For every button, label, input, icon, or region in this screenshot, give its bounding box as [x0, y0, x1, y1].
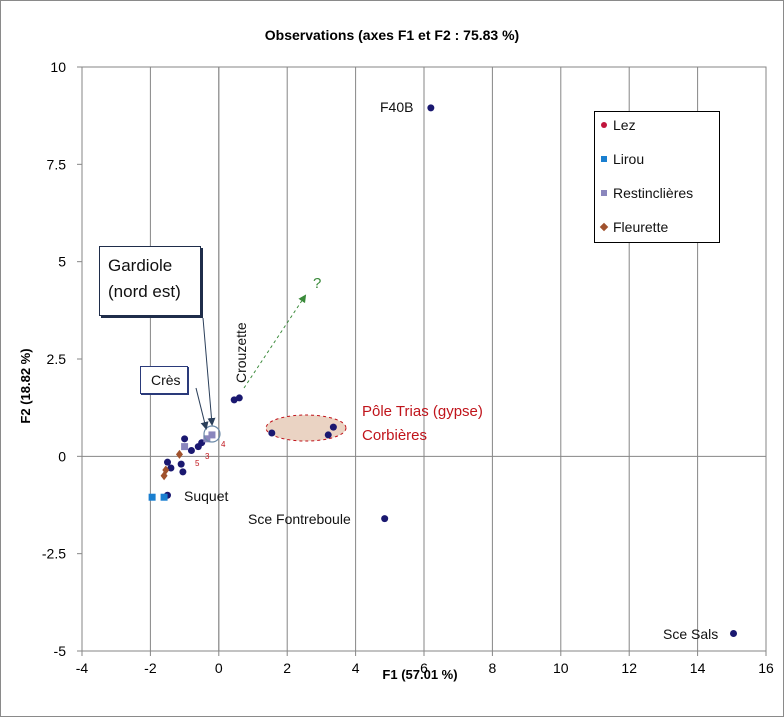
- y-tick-label: 10: [50, 59, 66, 75]
- legend-label: Restinclières: [613, 185, 694, 201]
- gardiole-arrow: [202, 317, 216, 426]
- point-lez: [268, 429, 276, 437]
- x-tick-label: 2: [283, 660, 291, 676]
- y-tick-label: 0: [58, 448, 66, 464]
- point-label-sce-fontreboule: Sce Fontreboule: [248, 511, 351, 527]
- legend-item: Lez: [601, 116, 636, 134]
- point-lez: [177, 460, 185, 468]
- y-tick-label: -2.5: [42, 546, 66, 562]
- point-lez: [179, 468, 187, 476]
- x-tick-label: 0: [215, 660, 223, 676]
- cres-arrow: [195, 387, 209, 430]
- x-axis-label: F1 (57.01 %): [382, 667, 457, 682]
- point-lirou: [160, 493, 168, 501]
- legend-marker: [601, 190, 607, 196]
- point-lez: [181, 435, 189, 443]
- y-tick-label: 2.5: [47, 351, 67, 367]
- x-tick-label: 14: [690, 660, 706, 676]
- point-fleurette: [162, 465, 170, 475]
- point-lez: [427, 104, 435, 112]
- x-tick-label: -2: [144, 660, 157, 676]
- small-index-label: 5: [195, 459, 200, 468]
- data-points: [148, 104, 738, 637]
- pole-label-line1: Pôle Trias (gypse): [362, 403, 483, 420]
- legend-label: Lez: [613, 117, 636, 133]
- point-restinclières: [208, 431, 216, 439]
- legend-marker: [599, 222, 609, 232]
- legend-item: Restinclières: [601, 184, 693, 202]
- point-lez: [324, 431, 332, 439]
- x-tick-label: 10: [553, 660, 569, 676]
- gardiole-line2: (nord est): [108, 282, 181, 301]
- x-tick-label: 12: [621, 660, 637, 676]
- x-tick-label: 16: [758, 660, 774, 676]
- point-label-f40b: F40B: [380, 99, 413, 115]
- point-lez: [164, 458, 171, 466]
- legend-label: Fleurette: [613, 219, 669, 235]
- legend-label: Lirou: [613, 151, 645, 167]
- axes: [77, 66, 767, 656]
- x-tick-label: 6: [420, 660, 428, 676]
- question-mark-label: ?: [313, 275, 321, 292]
- cres-label: Crès: [151, 372, 181, 388]
- point-restinclières: [203, 435, 211, 443]
- legend-item: Lirou: [601, 150, 644, 168]
- y-tick-label: 5: [58, 254, 66, 270]
- point-lez: [167, 464, 175, 472]
- small-index-label: 4: [221, 440, 226, 449]
- gardiole-callout: Gardiole (nord est): [99, 246, 201, 316]
- x-tick-label: 8: [489, 660, 497, 676]
- y-axis-label: F2 (18.82 %): [18, 348, 33, 423]
- gardiole-line1: Gardiole: [108, 256, 173, 275]
- tick-labels: -4 -2 0 2 4 6 8 10 12 14 16 -5 -2.5 0 2.5 5 7.5 10: [42, 59, 774, 676]
- point-label-sce-sals: Sce Sals: [663, 626, 718, 642]
- chart-title: Observations (axes F1 et F2 : 75.83 %): [265, 27, 519, 43]
- point-fleurette: [175, 449, 183, 459]
- cres-callout: Crès: [140, 366, 188, 394]
- point-lez: [235, 394, 243, 402]
- point-restinclières: [181, 443, 189, 451]
- cluster-highlight-circle: [203, 425, 221, 443]
- point-lez: [187, 446, 195, 454]
- point-lez: [329, 423, 337, 431]
- legend: Lez Lirou Restinclières Fleurette: [594, 111, 720, 243]
- point-lez: [381, 515, 389, 523]
- point-lirou: [148, 493, 156, 501]
- small-index-label: 3: [205, 452, 210, 461]
- legend-item: Fleurette: [599, 218, 669, 236]
- legend-marker: [601, 122, 607, 128]
- trend-arrow: [243, 294, 307, 389]
- x-tick-label: -4: [76, 660, 89, 676]
- y-tick-label: -5: [54, 643, 67, 659]
- legend-marker: [601, 156, 607, 162]
- point-lez: [730, 629, 738, 637]
- crouzette-label: Crouzette: [233, 322, 249, 383]
- x-tick-label: 4: [352, 660, 360, 676]
- pole-label-line2: Corbières: [362, 427, 427, 444]
- point-label-suquet: Suquet: [184, 488, 228, 504]
- y-tick-label: 7.5: [47, 156, 67, 172]
